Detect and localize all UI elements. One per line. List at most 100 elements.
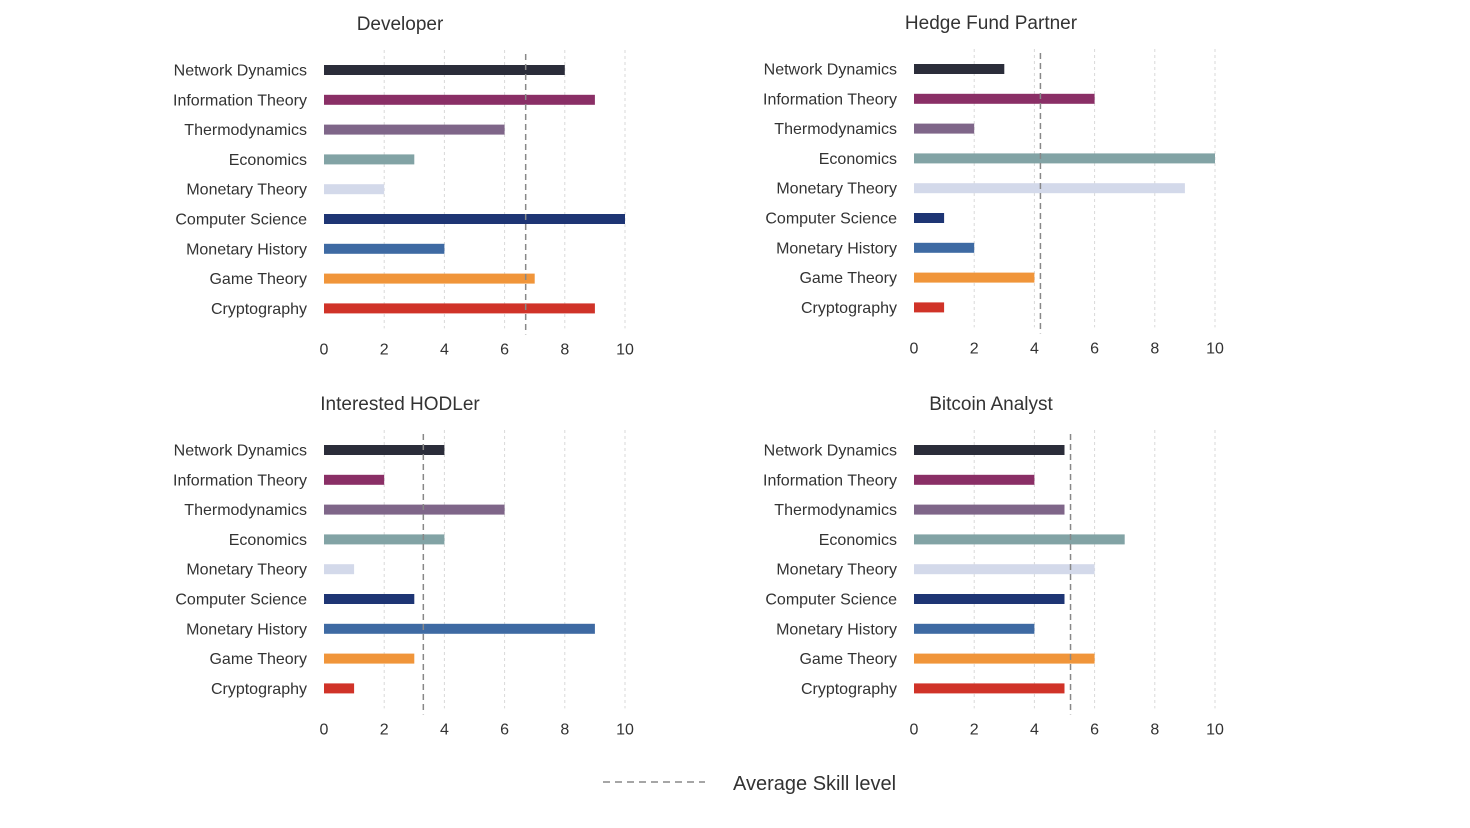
bar-monetary-history [914, 623, 1035, 634]
chart-title: Hedge Fund Partner [905, 13, 1078, 34]
tick-label: 0 [910, 721, 919, 738]
bar-monetary-history [324, 623, 595, 634]
category-label: Game Theory [209, 651, 307, 668]
tick-label: 10 [1206, 340, 1224, 357]
bar-network-dynamics [324, 65, 565, 75]
category-label: Information Theory [763, 472, 897, 489]
bar-monetary-history [914, 242, 975, 253]
tick-label: 4 [1030, 340, 1039, 357]
category-label: Network Dynamics [764, 62, 897, 79]
legend: Average Skill level [603, 773, 896, 795]
category-label: Cryptography [211, 681, 307, 698]
category-label: Monetary History [186, 241, 307, 258]
bar-cryptography [914, 302, 945, 313]
category-label: Monetary Theory [776, 562, 897, 579]
bar-economics [914, 153, 1215, 164]
chart-title: Developer [357, 14, 444, 35]
category-label: Information Theory [173, 472, 307, 489]
tick-label: 2 [380, 721, 389, 738]
bar-network-dynamics [914, 445, 1065, 455]
category-label: Information Theory [173, 92, 307, 109]
tick-label: 4 [1030, 721, 1039, 738]
bar-computer-science [324, 214, 625, 224]
tick-label: 2 [380, 341, 389, 358]
bar-economics [914, 534, 1125, 545]
tick-label: 6 [1090, 721, 1099, 738]
tick-label: 2 [970, 340, 979, 357]
bar-information-theory [324, 94, 595, 105]
tick-label: 10 [616, 721, 634, 738]
category-label: Game Theory [209, 271, 307, 288]
tick-label: 0 [320, 341, 329, 358]
bar-economics [324, 154, 415, 165]
category-label: Monetary Theory [776, 181, 897, 198]
bar-game-theory [324, 653, 415, 664]
bar-cryptography [324, 303, 595, 314]
bar-information-theory [914, 93, 1095, 104]
category-label: Computer Science [175, 592, 307, 609]
category-label: Thermodynamics [184, 502, 307, 519]
bar-thermodynamics [914, 504, 1065, 515]
tick-label: 8 [1150, 721, 1159, 738]
bar-economics [324, 534, 445, 545]
tick-label: 6 [500, 721, 509, 738]
bar-information-theory [324, 474, 385, 485]
bar-game-theory [914, 272, 1035, 283]
category-label: Game Theory [799, 651, 897, 668]
bar-game-theory [914, 653, 1095, 664]
category-label: Monetary History [776, 621, 897, 638]
category-label: Cryptography [211, 301, 307, 318]
category-label: Monetary Theory [186, 562, 307, 579]
tick-label: 8 [560, 721, 569, 738]
tick-label: 4 [440, 341, 449, 358]
category-label: Economics [229, 152, 307, 169]
tick-label: 6 [500, 341, 509, 358]
category-label: Monetary Theory [186, 182, 307, 199]
bar-monetary-theory [324, 184, 385, 195]
tick-label: 4 [440, 721, 449, 738]
category-label: Network Dynamics [174, 443, 307, 460]
bar-monetary-history [324, 243, 445, 254]
category-label: Network Dynamics [764, 443, 897, 460]
category-label: Computer Science [175, 212, 307, 229]
chart-title: Interested HODLer [320, 394, 480, 415]
tick-label: 0 [910, 340, 919, 357]
legend-label: Average Skill level [733, 773, 896, 795]
bar-thermodynamics [324, 504, 505, 515]
category-label: Cryptography [801, 300, 897, 317]
tick-label: 8 [560, 341, 569, 358]
tick-label: 6 [1090, 340, 1099, 357]
tick-label: 10 [616, 341, 634, 358]
category-label: Cryptography [801, 681, 897, 698]
category-label: Game Theory [799, 270, 897, 287]
category-label: Economics [229, 532, 307, 549]
bar-thermodynamics [324, 124, 505, 135]
bar-monetary-theory [914, 183, 1185, 194]
bar-game-theory [324, 273, 535, 284]
bar-computer-science [914, 213, 945, 223]
category-label: Network Dynamics [174, 63, 307, 80]
bar-information-theory [914, 474, 1035, 485]
chart-panel-interested-hodler: Interested HODLer Network Dynamics Informa… [173, 394, 634, 738]
category-label: Computer Science [765, 211, 897, 228]
tick-label: 8 [1150, 340, 1159, 357]
chart-panel-hedge-fund-partner: Hedge Fund Partner Network Dynamics Inform… [763, 13, 1224, 357]
chart-panel-bitcoin-analyst: Bitcoin Analyst Network Dynamics Informati… [763, 394, 1224, 738]
category-label: Economics [819, 151, 897, 168]
bar-network-dynamics [914, 64, 1005, 74]
category-label: Thermodynamics [774, 502, 897, 519]
category-label: Economics [819, 532, 897, 549]
category-label: Information Theory [763, 91, 897, 108]
category-label: Monetary History [186, 621, 307, 638]
chart-title: Bitcoin Analyst [929, 394, 1053, 415]
bar-cryptography [324, 683, 355, 694]
chart-panel-developer: Developer Network Dynamics Information The… [173, 14, 634, 358]
bar-monetary-theory [914, 564, 1095, 575]
category-label: Thermodynamics [184, 122, 307, 139]
category-label: Monetary History [776, 240, 897, 257]
tick-label: 10 [1206, 721, 1224, 738]
tick-label: 2 [970, 721, 979, 738]
bar-thermodynamics [914, 123, 975, 134]
category-label: Computer Science [765, 592, 897, 609]
